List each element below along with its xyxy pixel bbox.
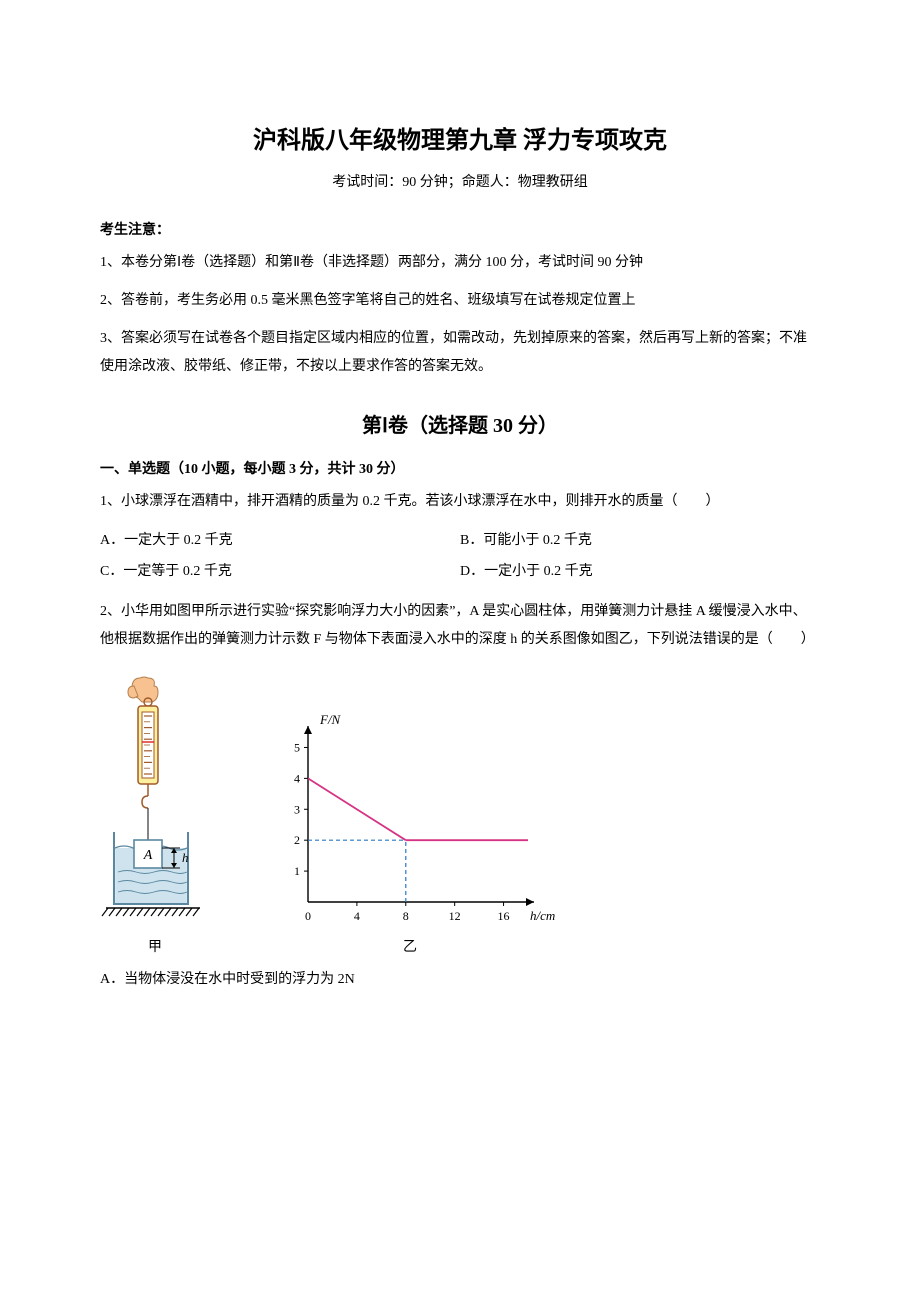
q2-stem: 2、小华用如图甲所示进行实验“探究影响浮力大小的因素”，A 是实心圆柱体，用弹簧… (100, 598, 820, 654)
section1-heading: 一、单选题（10 小题，每小题 3 分，共计 30 分） (100, 458, 820, 478)
page: 沪科版八年级物理第九章 浮力专项攻克 考试时间：90 分钟；命题人：物理教研组 … (0, 0, 920, 1302)
exam-title: 沪科版八年级物理第九章 浮力专项攻克 (100, 120, 820, 155)
notice-3: 3、答案必须写在试卷各个题目指定区域内相应的位置，如需改动，先划掉原来的答案，然… (100, 325, 820, 381)
notice-heading: 考生注意： (100, 219, 820, 239)
fig-cap-jia: 甲 (100, 936, 210, 956)
q1-opt-c: C．一定等于 0.2 千克 (100, 557, 460, 588)
fig-cap-yi: 乙 (260, 936, 560, 956)
q1-opt-b: B．可能小于 0.2 千克 (460, 526, 820, 557)
notice-2: 2、答卷前，考生务必用 0.5 毫米黑色签字笔将自己的姓名、班级填写在试卷规定位… (100, 287, 820, 315)
diagram-jia: Ah (100, 672, 210, 932)
svg-text:0: 0 (305, 909, 311, 923)
svg-text:1: 1 (294, 864, 300, 878)
svg-text:A: A (143, 848, 153, 863)
svg-text:5: 5 (294, 740, 300, 754)
svg-text:16: 16 (498, 909, 510, 923)
q1-opt-a: A．一定大于 0.2 千克 (100, 526, 460, 557)
svg-text:12: 12 (449, 909, 461, 923)
exam-subtitle: 考试时间：90 分钟；命题人：物理教研组 (100, 171, 820, 191)
figure-jia-wrap: Ah 甲 (100, 672, 210, 956)
q1-opt-d: D．一定小于 0.2 千克 (460, 557, 820, 588)
svg-text:h/cm: h/cm (530, 908, 555, 923)
chart-yi: 123450481216F/Nh/cm (260, 702, 560, 932)
svg-text:3: 3 (294, 802, 300, 816)
q1-stem: 1、小球漂浮在酒精中，排开酒精的质量为 0.2 千克。若该小球漂浮在水中，则排开… (100, 488, 820, 516)
q1-options: A．一定大于 0.2 千克 B．可能小于 0.2 千克 C．一定等于 0.2 千… (100, 526, 820, 588)
part1-title: 第Ⅰ卷（选择题 30 分） (100, 409, 820, 438)
q2-opt-a: A．当物体浸没在水中时受到的浮力为 2N (100, 966, 820, 994)
svg-text:2: 2 (294, 833, 300, 847)
notice-1: 1、本卷分第Ⅰ卷（选择题）和第Ⅱ卷（非选择题）两部分，满分 100 分，考试时间… (100, 249, 820, 277)
figure-row: Ah 甲 123450481216F/Nh/cm 乙 (100, 672, 820, 956)
svg-text:8: 8 (403, 909, 409, 923)
svg-text:h: h (182, 850, 189, 865)
figure-yi-wrap: 123450481216F/Nh/cm 乙 (260, 702, 560, 956)
svg-text:4: 4 (354, 909, 360, 923)
svg-text:4: 4 (294, 771, 300, 785)
svg-text:F/N: F/N (319, 712, 342, 727)
